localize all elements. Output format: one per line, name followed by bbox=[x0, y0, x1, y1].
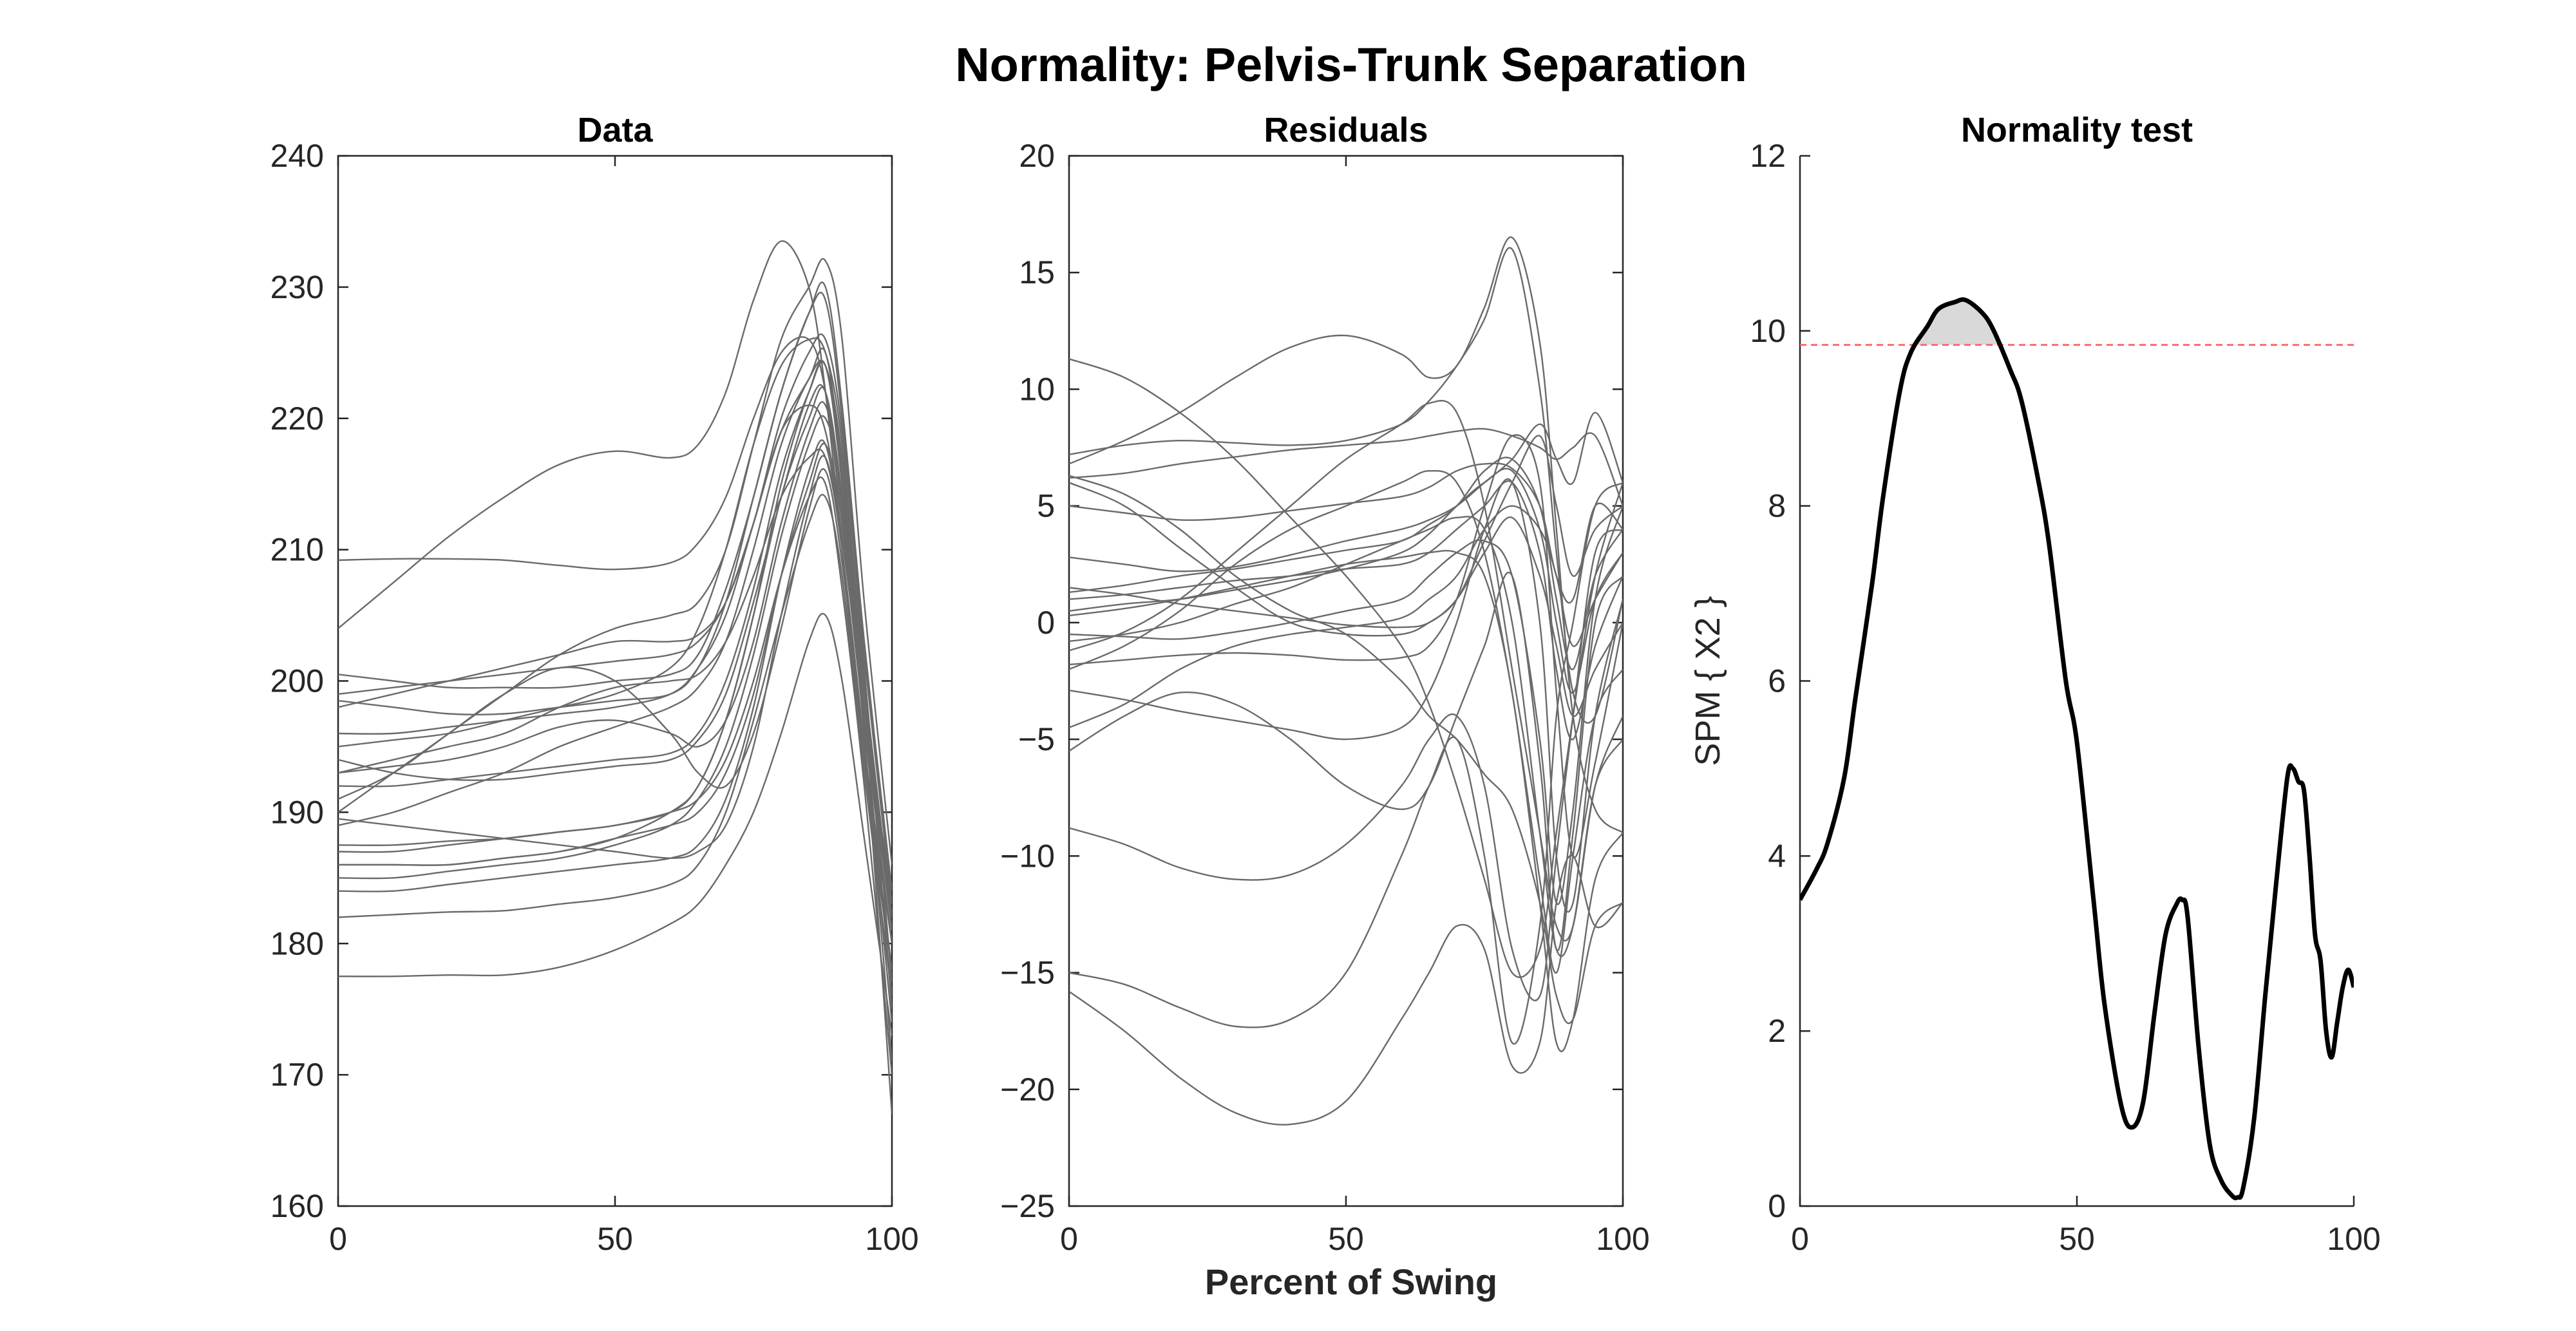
series-line-21 bbox=[338, 442, 892, 1062]
x-tick-label: 100 bbox=[865, 1221, 918, 1257]
y-tick-label: 0 bbox=[1037, 605, 1055, 641]
series-line-14 bbox=[1069, 236, 1623, 834]
series-line-10 bbox=[338, 281, 892, 891]
y-tick-label: 160 bbox=[270, 1188, 324, 1224]
y-tick-label: 5 bbox=[1037, 488, 1055, 524]
series-line-16 bbox=[338, 468, 892, 970]
y-tick-label: 10 bbox=[1750, 313, 1786, 349]
series-line-13 bbox=[338, 258, 892, 865]
y-tick-label: 170 bbox=[270, 1057, 324, 1093]
series-line-0 bbox=[1069, 854, 1623, 1126]
plot-area-2 bbox=[1800, 297, 2354, 1200]
series-line-19 bbox=[338, 476, 892, 1075]
panel-2: Normality test 0 2 4 6 8 10 12 0 50 100 SPM { X2 } bbox=[1689, 111, 2381, 1257]
axes-frame-1 bbox=[1068, 155, 1624, 1207]
y-axis-label: SPM { X2 } bbox=[1689, 596, 1727, 766]
y-tick-label: 0 bbox=[1768, 1188, 1786, 1224]
x-tick-label: 100 bbox=[1596, 1221, 1649, 1257]
panel-title-2: Normality test bbox=[1961, 111, 2193, 149]
y-tick-label: 15 bbox=[1019, 254, 1055, 290]
x-tick-label: 50 bbox=[2059, 1221, 2095, 1257]
series-line-22 bbox=[338, 448, 892, 1023]
x-tick-label: 50 bbox=[597, 1221, 633, 1257]
y-tick-label: 12 bbox=[1750, 138, 1786, 174]
y-tick-label: 190 bbox=[270, 794, 324, 830]
x-tick-label: 100 bbox=[2327, 1221, 2380, 1257]
y-tick-label: 220 bbox=[270, 401, 324, 437]
axes-frame-2 bbox=[1799, 156, 2354, 1207]
series-line-12 bbox=[338, 240, 892, 970]
series-line-5 bbox=[1069, 434, 1623, 858]
x-tick-label: 0 bbox=[329, 1221, 347, 1257]
series-line-17 bbox=[1069, 475, 1623, 1024]
y-tick-label: 2 bbox=[1768, 1013, 1786, 1049]
series-line-4 bbox=[1069, 478, 1623, 912]
series-line-21 bbox=[1069, 400, 1623, 942]
figure-suptitle: Normality: Pelvis-Trunk Separation bbox=[955, 38, 1747, 91]
series-line-16 bbox=[1069, 435, 1623, 637]
plot-area-1 bbox=[1069, 236, 1623, 1126]
series-line-14 bbox=[338, 337, 892, 931]
y-tick-label: 230 bbox=[270, 269, 324, 305]
series-line-20 bbox=[1069, 549, 1623, 1052]
y-tick-label: 240 bbox=[270, 138, 324, 174]
series-line-7 bbox=[338, 384, 892, 905]
panel-title-1: Residuals bbox=[1264, 111, 1428, 149]
y-tick-label: 180 bbox=[270, 925, 324, 961]
y-tick-label: −25 bbox=[1000, 1188, 1055, 1224]
y-tick-label: −10 bbox=[1000, 838, 1055, 874]
y-tick-label: −20 bbox=[1000, 1071, 1055, 1108]
shared-xlabel: Percent of Swing bbox=[1205, 1261, 1497, 1302]
plot-area-0 bbox=[338, 240, 892, 1115]
series-line-0 bbox=[338, 612, 892, 1036]
series-line-15 bbox=[1069, 358, 1623, 978]
y-tick-label: 200 bbox=[270, 663, 324, 699]
x-tick-label: 0 bbox=[1791, 1221, 1809, 1257]
y-tick-label: 4 bbox=[1768, 838, 1786, 874]
panel-1: Residuals −25 −20 −15 −10 −5 0 5 10 15 20 0 50 100 bbox=[1000, 111, 1650, 1257]
panel-title-0: Data bbox=[577, 111, 653, 149]
series-line-5 bbox=[338, 455, 892, 944]
x-tick-label: 50 bbox=[1328, 1221, 1364, 1257]
y-tick-label: 210 bbox=[270, 532, 324, 568]
x-tick-label: 0 bbox=[1060, 1221, 1078, 1257]
series-line-23 bbox=[338, 415, 892, 996]
y-tick-label: 6 bbox=[1768, 663, 1786, 699]
series-line-10 bbox=[1069, 411, 1623, 572]
series-line-12 bbox=[1069, 428, 1623, 507]
series-line-11 bbox=[1069, 462, 1623, 604]
series-line-23 bbox=[1069, 505, 1623, 729]
spm-curve bbox=[1800, 297, 2354, 1200]
y-tick-label: 20 bbox=[1019, 138, 1055, 174]
series-line-2 bbox=[338, 439, 892, 970]
y-tick-label: −15 bbox=[1000, 955, 1055, 991]
series-line-17 bbox=[338, 359, 892, 1010]
y-tick-label: −5 bbox=[1018, 721, 1055, 757]
y-tick-label: 10 bbox=[1019, 371, 1055, 407]
series-line-18 bbox=[1069, 469, 1623, 974]
y-tick-label: 8 bbox=[1768, 488, 1786, 524]
panel-0: Data 160 170 180 190 200 210 220 230 240 0 50 100 bbox=[270, 111, 919, 1257]
series-line-22 bbox=[1069, 516, 1623, 717]
series-line-9 bbox=[338, 292, 892, 905]
